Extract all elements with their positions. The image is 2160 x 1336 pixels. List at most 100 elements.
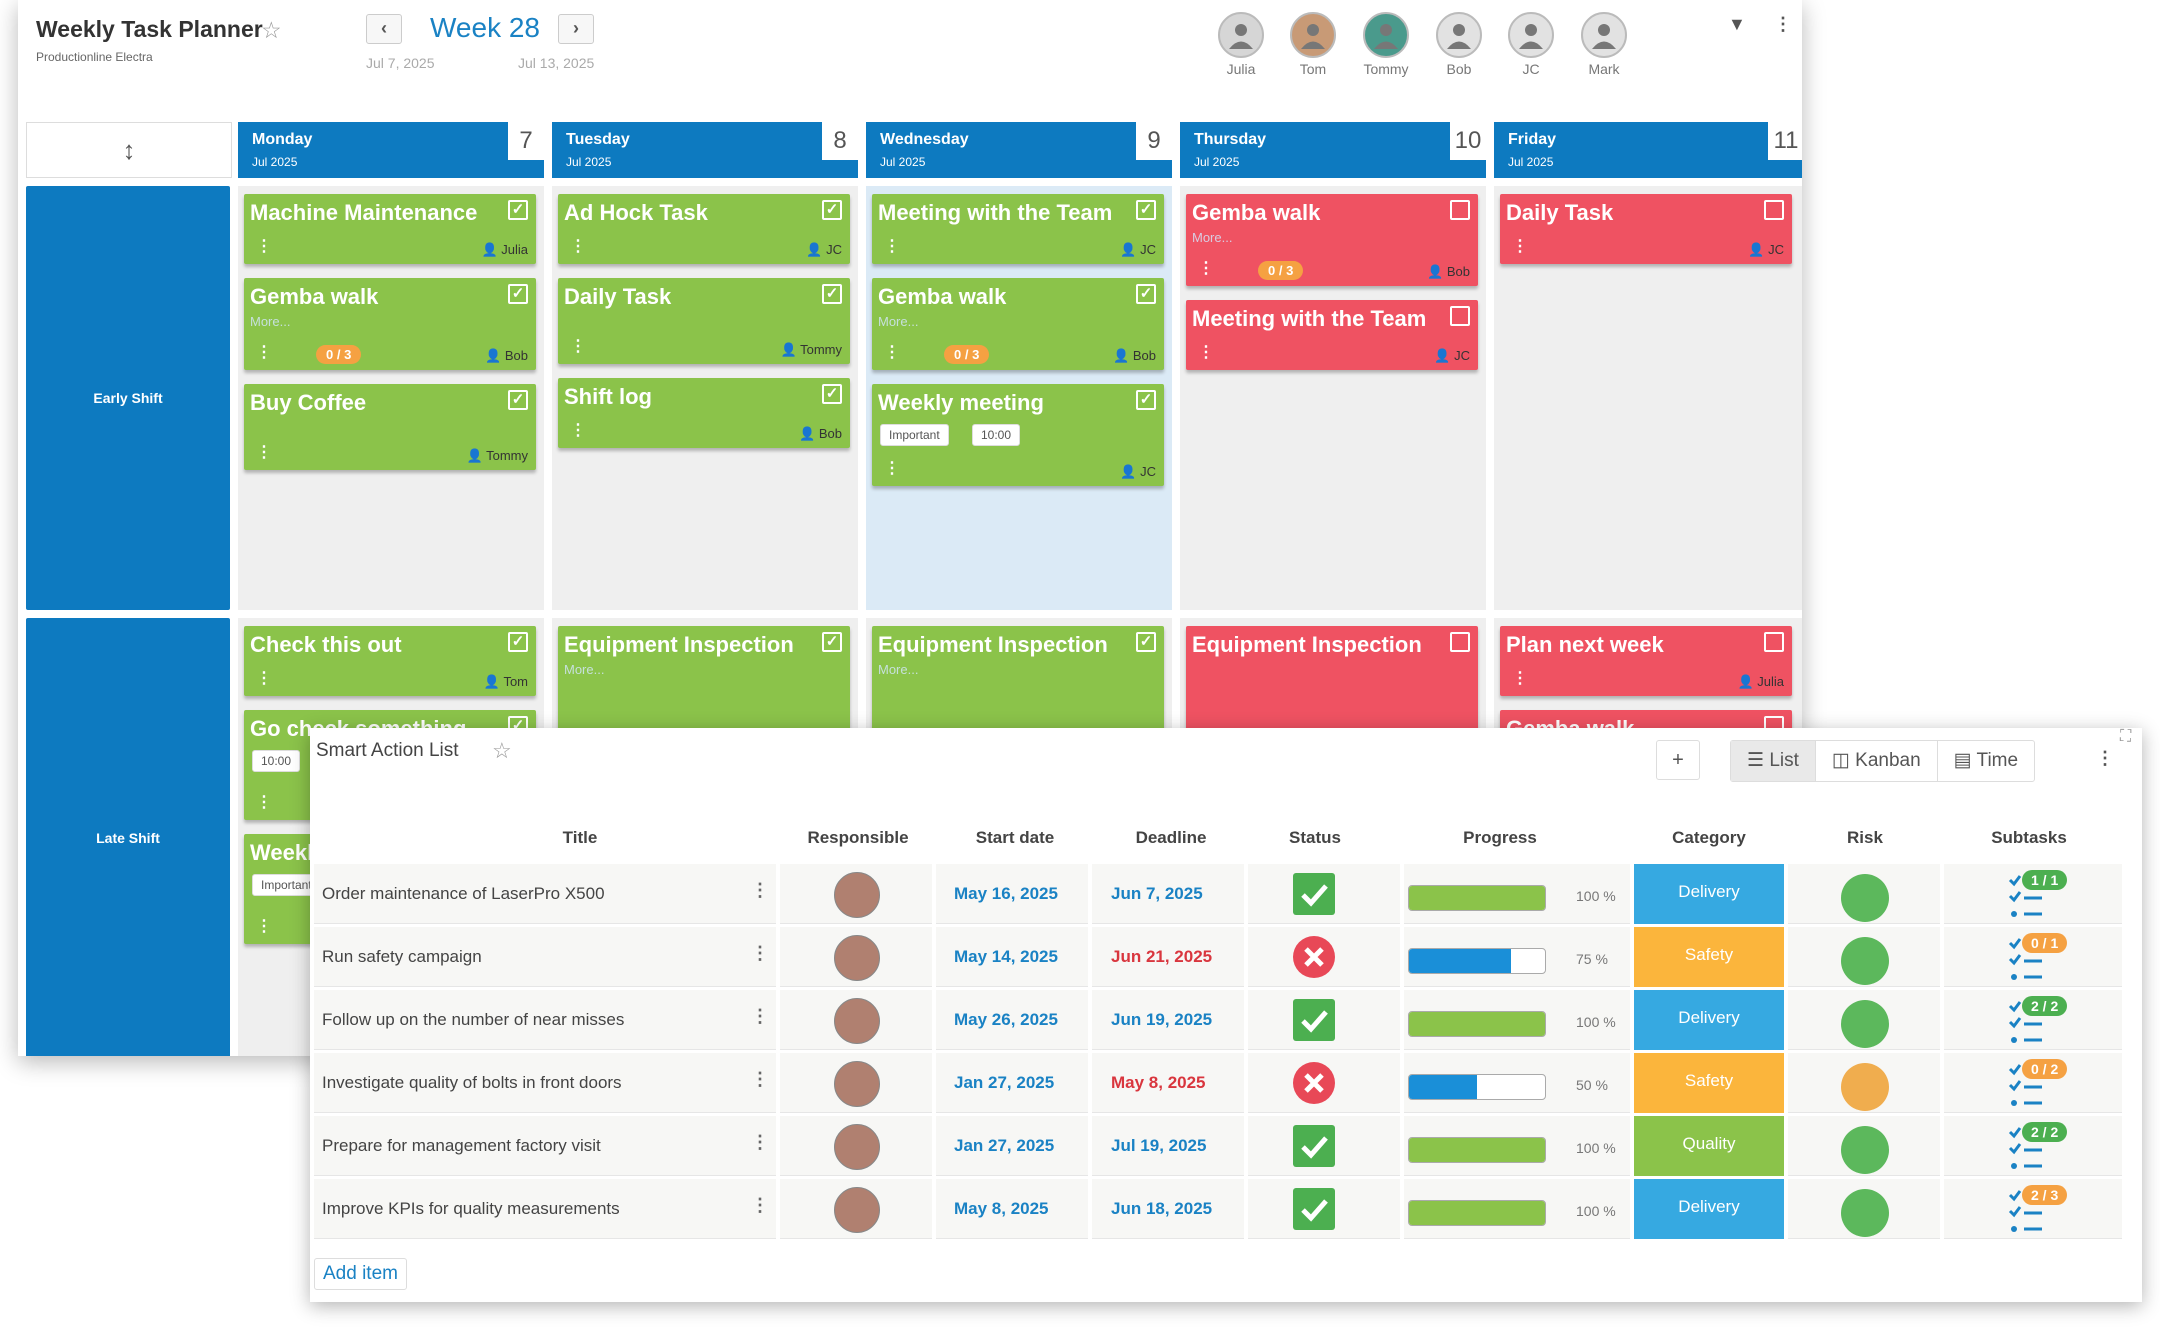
task-more-link[interactable]: More...: [878, 662, 919, 677]
task-checkbox[interactable]: [1764, 200, 1784, 220]
task-checkbox[interactable]: ✓: [508, 390, 528, 410]
table-row[interactable]: Run safety campaign ⋮ May 14, 2025 Jun 21, …: [314, 927, 2122, 990]
user-avatar-tom[interactable]: Tom: [1288, 12, 1338, 77]
task-card[interactable]: Gemba walk More... ⋮ 0 / 3 👤 Bob: [1186, 194, 1478, 286]
subtasks-indicator[interactable]: 0 / 2: [2008, 1059, 2088, 1109]
col-subtasks[interactable]: Subtasks: [1991, 828, 2067, 847]
category-badge[interactable]: Quality: [1634, 1116, 1784, 1176]
subtasks-indicator[interactable]: 1 / 1: [2008, 870, 2088, 920]
avatar[interactable]: [834, 935, 880, 981]
day-cell-fri-early[interactable]: Daily Task ⋮ 👤 JC: [1494, 186, 1802, 610]
subtasks-indicator[interactable]: 2 / 3: [2008, 1185, 2088, 1235]
task-menu-icon[interactable]: ⋮: [256, 670, 272, 687]
row-menu-icon[interactable]: ⋮: [751, 880, 769, 900]
add-item-button[interactable]: Add item: [314, 1258, 407, 1290]
avatar[interactable]: [834, 998, 880, 1044]
task-menu-icon[interactable]: ⋮: [256, 238, 272, 255]
next-week-button[interactable]: ›: [558, 14, 594, 44]
task-card[interactable]: Buy Coffee ✓ ⋮ 👤 Tommy: [244, 384, 536, 470]
risk-indicator[interactable]: [1841, 1063, 1889, 1111]
table-row[interactable]: Improve KPIs for quality measurements ⋮ Ma…: [314, 1179, 2122, 1242]
user-avatar-jc[interactable]: JC: [1506, 12, 1556, 77]
row-title[interactable]: Prepare for management factory visit: [322, 1136, 601, 1155]
task-more-link[interactable]: More...: [564, 662, 605, 677]
table-row[interactable]: Prepare for management factory visit ⋮ Jan…: [314, 1116, 2122, 1179]
col-status[interactable]: Status: [1289, 828, 1341, 847]
day-cell-tue-early[interactable]: Ad Hock Task ✓ ⋮ 👤 JC Daily Task ✓ ⋮ 👤 Tommy Shi…: [552, 186, 858, 610]
row-menu-icon[interactable]: ⋮: [751, 1195, 769, 1215]
day-header-monday[interactable]: Monday Jul 2025 7: [238, 122, 544, 178]
row-title[interactable]: Follow up on the number of near misses: [322, 1010, 625, 1029]
avatar[interactable]: [834, 872, 880, 918]
task-menu-icon[interactable]: ⋮: [884, 238, 900, 255]
task-checkbox[interactable]: ✓: [1136, 284, 1156, 304]
col-risk[interactable]: Risk: [1847, 828, 1883, 847]
task-card[interactable]: Shift log ✓ ⋮ 👤 Bob: [558, 378, 850, 448]
filter-icon[interactable]: ▼: [1728, 14, 1746, 34]
subtasks-indicator[interactable]: 2 / 2: [2008, 996, 2088, 1046]
add-button[interactable]: +: [1656, 740, 1700, 780]
row-title[interactable]: Investigate quality of bolts in front do…: [322, 1073, 622, 1092]
task-menu-icon[interactable]: ⋮: [570, 238, 586, 255]
row-height-toggle[interactable]: ↕: [26, 122, 232, 178]
avatar[interactable]: [834, 1187, 880, 1233]
row-title[interactable]: Improve KPIs for quality measurements: [322, 1199, 620, 1218]
view-list-button[interactable]: ☰ List: [1731, 741, 1816, 781]
task-menu-icon[interactable]: ⋮: [256, 794, 272, 811]
task-card[interactable]: Weekly meeting ✓ ⋮ Important 10:00 👤 JC: [872, 384, 1164, 486]
task-checkbox[interactable]: ✓: [822, 632, 842, 652]
progress-bar[interactable]: [1408, 885, 1546, 911]
category-badge[interactable]: Safety: [1634, 1053, 1784, 1113]
progress-bar[interactable]: [1408, 1137, 1546, 1163]
risk-indicator[interactable]: [1841, 1000, 1889, 1048]
task-checkbox[interactable]: [1450, 632, 1470, 652]
col-progress[interactable]: Progress: [1463, 828, 1537, 847]
task-menu-icon[interactable]: ⋮: [256, 344, 272, 361]
task-menu-icon[interactable]: ⋮: [570, 422, 586, 439]
row-menu-icon[interactable]: ⋮: [751, 1006, 769, 1026]
col-deadline[interactable]: Deadline: [1135, 828, 1207, 847]
col-responsible[interactable]: Responsible: [807, 828, 909, 847]
task-checkbox[interactable]: [1450, 306, 1470, 326]
task-card[interactable]: Gemba walk ✓ More... ⋮ 0 / 3 👤 Bob: [244, 278, 536, 370]
progress-bar[interactable]: [1408, 1011, 1546, 1037]
progress-bar[interactable]: [1408, 948, 1546, 974]
more-menu-icon[interactable]: ⋮: [1774, 14, 1792, 34]
category-badge[interactable]: Delivery: [1634, 990, 1784, 1050]
task-checkbox[interactable]: ✓: [508, 632, 528, 652]
table-row[interactable]: Order maintenance of LaserPro X500 ⋮ May 1…: [314, 864, 2122, 927]
task-menu-icon[interactable]: ⋮: [1512, 670, 1528, 687]
row-menu-icon[interactable]: ⋮: [751, 943, 769, 963]
row-title[interactable]: Order maintenance of LaserPro X500: [322, 884, 605, 903]
view-kanban-button[interactable]: ◫ Kanban: [1816, 741, 1938, 781]
favorite-star-icon[interactable]: ☆: [492, 738, 512, 763]
table-row[interactable]: Follow up on the number of near misses ⋮ M…: [314, 990, 2122, 1053]
expand-icon[interactable]: ⛶: [2120, 728, 2132, 745]
task-checkbox[interactable]: ✓: [508, 284, 528, 304]
category-badge[interactable]: Delivery: [1634, 864, 1784, 924]
risk-indicator[interactable]: [1841, 937, 1889, 985]
task-checkbox[interactable]: ✓: [822, 200, 842, 220]
sal-menu-icon[interactable]: ⋮: [2096, 748, 2114, 768]
task-menu-icon[interactable]: ⋮: [570, 338, 586, 355]
day-header-wednesday[interactable]: Wednesday Jul 2025 9: [866, 122, 1172, 178]
task-checkbox[interactable]: [1450, 200, 1470, 220]
progress-bar[interactable]: [1408, 1074, 1546, 1100]
task-checkbox[interactable]: ✓: [508, 200, 528, 220]
task-card[interactable]: Gemba walk ✓ More... ⋮ 0 / 3 👤 Bob: [872, 278, 1164, 370]
task-checkbox[interactable]: ✓: [822, 284, 842, 304]
task-more-link[interactable]: More...: [1192, 230, 1233, 245]
task-card[interactable]: Meeting with the Team ✓ ⋮ 👤 JC: [872, 194, 1164, 264]
risk-indicator[interactable]: [1841, 1189, 1889, 1237]
row-title[interactable]: Run safety campaign: [322, 947, 482, 966]
day-header-friday[interactable]: Friday Jul 2025 11: [1494, 122, 1802, 178]
subtasks-indicator[interactable]: 2 / 2: [2008, 1122, 2088, 1172]
task-menu-icon[interactable]: ⋮: [1512, 238, 1528, 255]
category-badge[interactable]: Safety: [1634, 927, 1784, 987]
col-title[interactable]: Title: [562, 828, 598, 847]
task-card[interactable]: Daily Task ⋮ 👤 JC: [1500, 194, 1792, 264]
subtasks-indicator[interactable]: 0 / 1: [2008, 933, 2088, 983]
task-card[interactable]: Meeting with the Team ⋮ 👤 JC: [1186, 300, 1478, 370]
task-checkbox[interactable]: ✓: [1136, 632, 1156, 652]
task-menu-icon[interactable]: ⋮: [884, 460, 900, 477]
